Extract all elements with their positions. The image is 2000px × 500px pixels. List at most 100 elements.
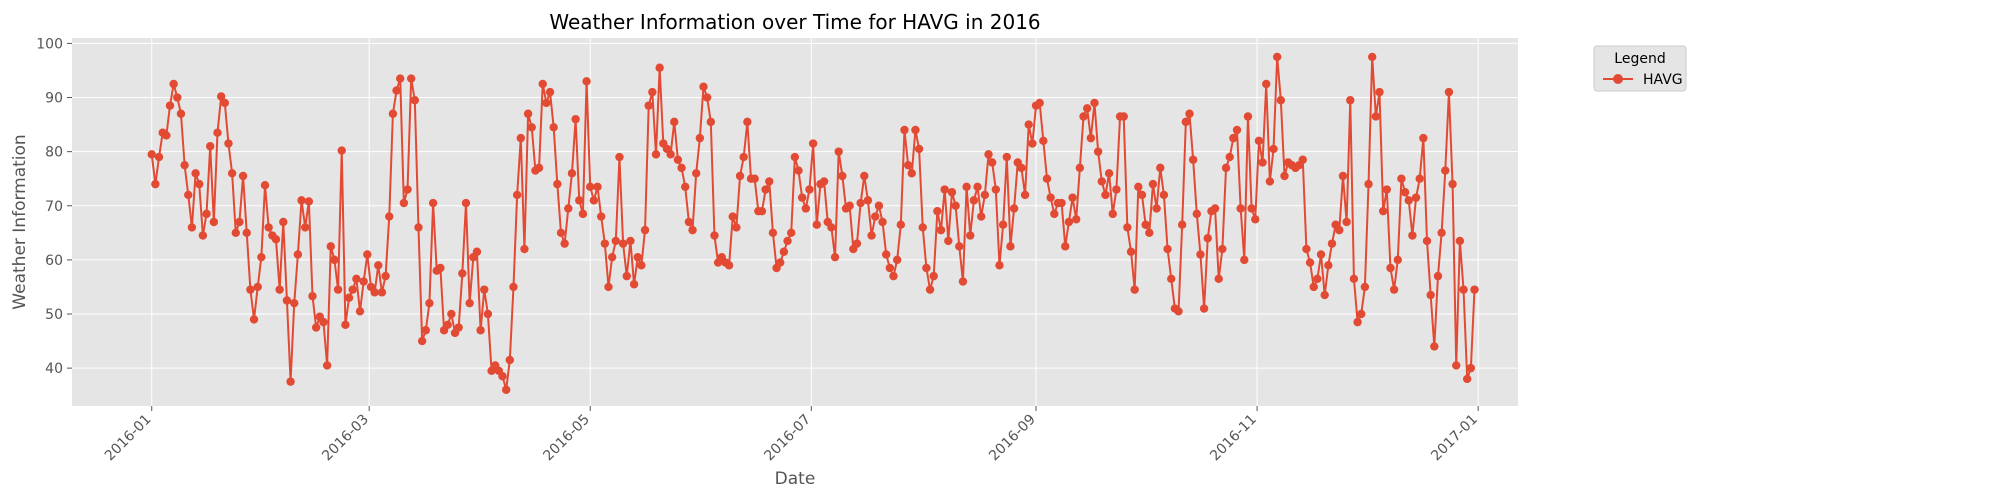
data-point: [1305, 258, 1315, 267]
data-point: [892, 255, 902, 265]
data-point: [1137, 190, 1147, 200]
data-point: [1357, 309, 1366, 319]
data-point: [724, 261, 734, 270]
data-point: [673, 155, 683, 164]
data-point: [436, 263, 445, 273]
data-point: [1360, 282, 1370, 292]
data-point: [1229, 133, 1238, 143]
data-point: [341, 320, 350, 330]
data-point: [699, 82, 708, 91]
data-point: [209, 217, 219, 227]
data-point: [805, 185, 814, 194]
data-point: [195, 179, 204, 189]
data-point: [279, 217, 288, 227]
chart-title: Weather Information over Time for HAVG i…: [549, 10, 1040, 34]
data-point: [162, 131, 171, 140]
data-point: [743, 117, 752, 127]
data-point: [1196, 250, 1205, 259]
data-point: [235, 217, 244, 227]
data-point: [1338, 171, 1348, 181]
data-point: [1210, 204, 1220, 213]
data-point: [1368, 52, 1377, 62]
data-point: [735, 171, 745, 181]
data-point: [1148, 179, 1158, 189]
data-point: [593, 182, 602, 192]
data-point: [1437, 228, 1446, 238]
data-point: [1134, 182, 1143, 192]
data-point: [787, 228, 796, 238]
data-point: [370, 288, 379, 297]
data-point: [205, 142, 215, 151]
data-point: [1349, 274, 1359, 284]
y-tick-label: 50: [45, 307, 63, 323]
data-point: [871, 212, 880, 221]
data-point: [1272, 52, 1282, 62]
data-point: [648, 87, 657, 97]
data-point: [1364, 179, 1373, 189]
data-point: [301, 223, 310, 232]
x-tick-label: 2016-01: [102, 412, 155, 465]
data-point: [1002, 152, 1011, 162]
data-point: [1079, 112, 1088, 121]
data-point: [410, 96, 420, 105]
x-tick-label: 2016-07: [761, 412, 814, 465]
data-point: [1422, 236, 1432, 246]
data-point: [1375, 87, 1384, 97]
data-point: [918, 223, 927, 232]
data-point: [231, 228, 240, 238]
data-point: [586, 182, 595, 192]
data-point: [1415, 174, 1424, 183]
data-point: [1203, 234, 1212, 243]
data-point: [498, 372, 507, 381]
data-point: [1408, 231, 1417, 240]
legend-title: Legend: [1614, 51, 1665, 67]
data-point: [1050, 209, 1059, 219]
data-point: [1258, 158, 1267, 167]
data-point: [922, 263, 931, 273]
data-point: [794, 166, 803, 175]
data-point: [1247, 204, 1256, 213]
data-point: [655, 63, 664, 72]
data-point: [567, 169, 577, 178]
data-point: [282, 296, 292, 305]
data-point: [582, 77, 591, 86]
data-point: [176, 109, 186, 118]
x-tick-label: 2017-01: [1428, 412, 1481, 465]
data-point: [374, 261, 383, 270]
data-point: [454, 323, 463, 332]
data-point: [180, 160, 189, 170]
data-point: [545, 87, 555, 97]
data-point: [1327, 239, 1337, 248]
data-point: [845, 201, 854, 210]
data-point: [253, 282, 262, 292]
x-tick-label: 2016-09: [986, 412, 1039, 465]
data-point: [757, 206, 767, 216]
data-point: [681, 182, 690, 192]
data-point: [779, 247, 789, 256]
data-point: [1199, 304, 1209, 313]
data-point: [1068, 193, 1077, 202]
data-point: [1093, 147, 1103, 156]
data-point: [1017, 163, 1026, 173]
data-point: [611, 236, 620, 246]
data-point: [242, 228, 251, 238]
data-point: [344, 293, 354, 302]
data-point: [1042, 174, 1052, 183]
y-tick-label: 70: [45, 199, 63, 215]
data-point: [1320, 290, 1329, 300]
data-point: [776, 258, 785, 267]
data-point: [1188, 155, 1198, 164]
data-point: [618, 239, 628, 248]
data-point: [165, 101, 175, 110]
data-point: [1386, 263, 1395, 273]
x-tick-label: 2016-05: [540, 412, 593, 465]
data-point: [238, 171, 248, 181]
data-point: [856, 198, 865, 208]
data-point: [1316, 250, 1326, 259]
data-point: [1009, 204, 1019, 213]
data-point: [644, 101, 653, 110]
data-point: [264, 223, 273, 232]
data-point: [980, 190, 990, 200]
data-point: [388, 109, 398, 118]
data-point: [1265, 177, 1275, 186]
